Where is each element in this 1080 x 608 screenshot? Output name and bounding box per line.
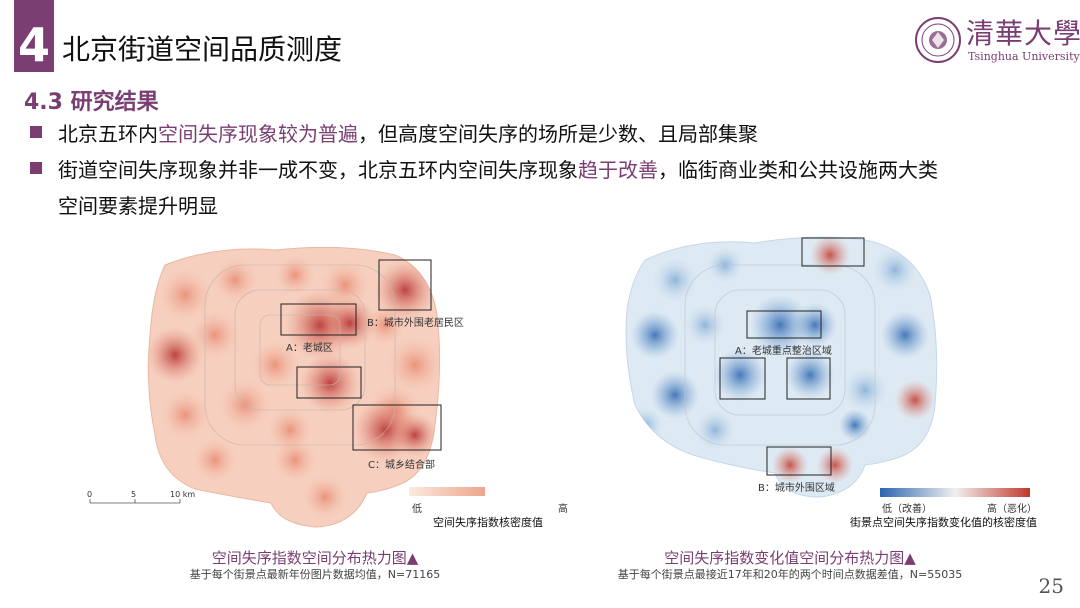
bullet-1: 北京五环内空间失序现象较为普遍，但高度空间失序的场所是少数、且局部集聚: [30, 118, 758, 150]
bullet-2: 街道空间失序现象并非一成不变，北京五环内空间失序现象趋于改善，临街商业类和公共设…: [30, 154, 938, 186]
page-title: 北京街道空间品质测度: [62, 33, 343, 66]
label-c-urban-rural: C：城乡结合部: [368, 460, 435, 471]
tsinghua-seal-icon: [915, 17, 961, 63]
box-a-old-city-renovation: [746, 310, 822, 339]
disorder-heatmap: [89, 246, 485, 528]
box-top-red-zone: [801, 237, 865, 267]
logo-chinese-text: 清華大學: [966, 17, 1080, 50]
left-highlight-boxes: [280, 259, 442, 451]
logo-english-text: Tsinghua University: [968, 50, 1080, 63]
right-legend-low: 低（改善）: [882, 504, 932, 515]
right-legend-high: 高（恶化）: [987, 504, 1037, 515]
section-number-badge: 4: [14, 0, 54, 72]
label-a-old-city: A：老城区: [286, 343, 333, 354]
bullet-2-continuation: 空间要素提升明显: [58, 194, 218, 218]
left-legend-title: 空间失序指数核密度值: [433, 516, 543, 529]
label-b-outer-residential: B：城市外围老居民区: [367, 318, 464, 329]
left-legend-high: 高: [558, 504, 568, 515]
right-map-note: 基于每个街景点最接近17年和20年的两个时间点数据差值，N=55035: [617, 568, 963, 581]
right-label-a: A：老城重点整治区域: [735, 346, 832, 357]
box-old-city-east: [786, 357, 831, 400]
scale-five: 5: [131, 490, 137, 499]
box-b-outer-old-residential: [378, 259, 432, 311]
bullet-square-icon: [30, 126, 42, 138]
bullet-square-icon: [30, 162, 42, 174]
left-legend-bar: [409, 487, 485, 496]
scale-zero: 0: [87, 490, 93, 499]
box-c-urban-rural-fringe: [352, 404, 442, 451]
right-label-b: B：城市外围区域: [758, 483, 835, 494]
scale-ten: 10 km: [170, 490, 196, 499]
right-map-caption: 空间失序指数变化值空间分布热力图▲: [664, 549, 916, 567]
right-highlight-boxes: [719, 237, 865, 476]
tsinghua-logo: 清華大學 Tsinghua University: [914, 12, 1080, 70]
page-number: 25: [1038, 574, 1064, 598]
left-legend-low: 低: [412, 504, 422, 515]
box-old-city-south: [296, 366, 362, 399]
right-legend-title: 街景点空间失序指数变化值的核密度值: [850, 516, 1037, 529]
right-legend-bar: [880, 488, 1030, 497]
left-map-caption: 空间失序指数空间分布热力图▲: [211, 549, 419, 567]
box-a-old-city: [280, 303, 357, 336]
box-old-city-west: [719, 357, 766, 400]
disorder-change-heatmap: [625, 236, 938, 498]
section-subtitle: 4.3 研究结果: [24, 90, 159, 115]
scale-bar: [89, 499, 181, 504]
left-map-note: 基于每个街景点最新年份图片数据均值，N=71165: [189, 568, 441, 581]
box-b-outer-area: [766, 446, 832, 476]
